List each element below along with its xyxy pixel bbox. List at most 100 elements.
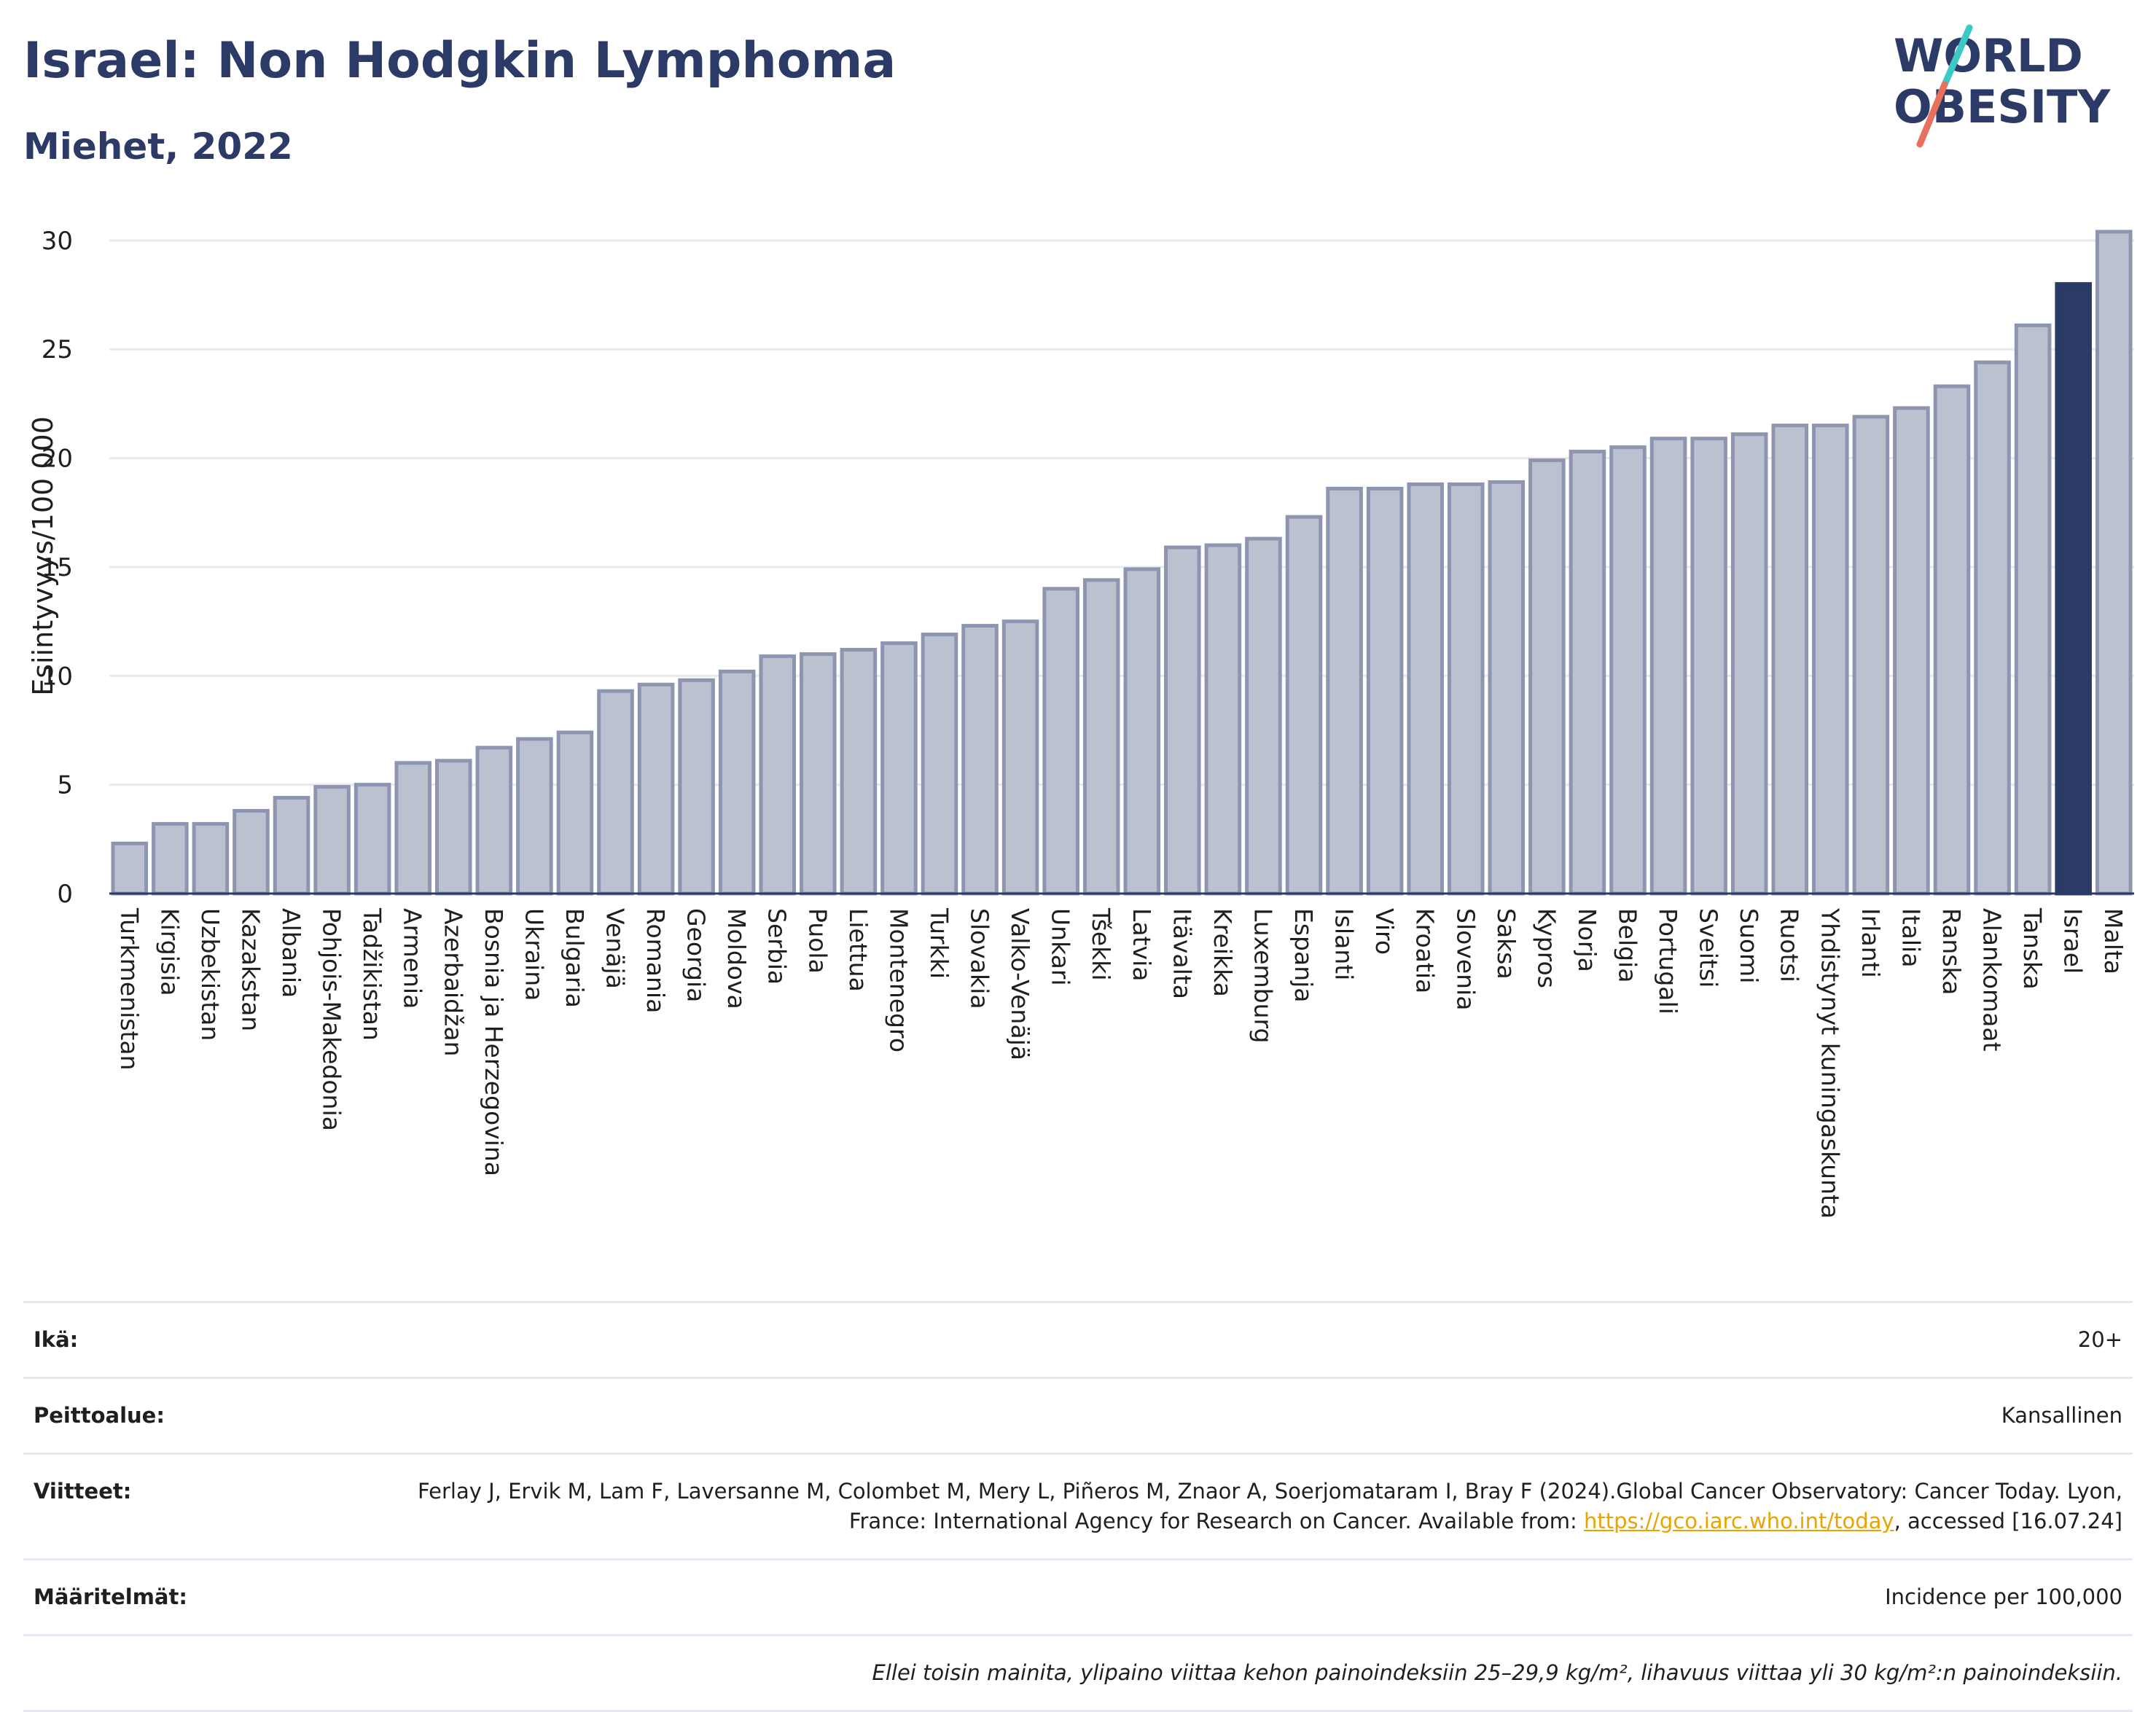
bar <box>1366 486 1404 896</box>
bar <box>434 759 472 896</box>
bar <box>2014 323 2052 896</box>
y-tick-label: 30 <box>42 227 73 256</box>
bar <box>111 841 149 896</box>
x-tick-label: Kreikka <box>1208 908 1237 997</box>
x-tick-label: Italia <box>1897 908 1925 967</box>
x-tick-label: Latvia <box>1128 908 1156 981</box>
x-tick-label: Ruotsi <box>1776 908 1804 982</box>
y-tick-label: 0 <box>57 880 73 909</box>
x-tick-label: Pohjois-Makedonia <box>318 908 346 1131</box>
x-tick-label: Alankomaat <box>1978 908 2007 1052</box>
bar <box>1812 423 1849 896</box>
bar <box>1447 482 1485 896</box>
meta-row-references: Viitteet: Ferlay J, Ervik M, Lam F, Lave… <box>23 1453 2133 1558</box>
x-tick-label: Moldova <box>722 908 751 1009</box>
bar <box>1852 415 1890 896</box>
x-tick-label: Slovenia <box>1451 908 1480 1010</box>
x-tick-label: Turkki <box>925 907 953 979</box>
bar <box>1042 587 1079 896</box>
chart-subtitle: Miehet, 2022 <box>23 125 293 168</box>
bar <box>800 652 837 896</box>
x-tick-label: Suomi <box>1735 908 1763 983</box>
x-tick-label: Albania <box>277 908 305 998</box>
bar <box>152 821 189 896</box>
bar <box>1893 406 1930 896</box>
x-tick-label: Uzbekistan <box>196 908 224 1041</box>
meta-row-note: Ellei toisin mainita, ylipaino viittaa k… <box>23 1634 2133 1712</box>
bar <box>2055 282 2092 896</box>
x-tick-label: Ranska <box>1937 908 1966 995</box>
y-tick-label: 15 <box>42 553 73 582</box>
x-tick-label: Bosnia ja Herzegovina <box>480 908 508 1176</box>
y-tick-label: 25 <box>42 335 73 364</box>
bar <box>1001 619 1039 896</box>
x-tick-label: Irlanti <box>1856 908 1885 978</box>
bar <box>2095 230 2133 896</box>
bar <box>1690 437 1727 896</box>
x-tick-label: Unkari <box>1047 908 1075 986</box>
coverage-label: Peittoalue: <box>34 1403 165 1428</box>
x-tick-label: Turkmenistan <box>115 907 144 1071</box>
x-tick-label: Liettua <box>844 908 872 992</box>
bar <box>1974 360 2011 896</box>
meta-row-coverage: Peittoalue: Kansallinen <box>23 1377 2133 1453</box>
bar <box>1771 423 1809 896</box>
x-tick-label: Tanska <box>2018 907 2047 990</box>
meta-row-definitions: Määritelmät: Incidence per 100,000 <box>23 1558 2133 1634</box>
bar <box>1569 450 1606 896</box>
x-tick-label: Viro <box>1370 908 1399 955</box>
bar <box>1488 480 1526 896</box>
x-tick-label: Serbia <box>763 908 792 985</box>
x-tick-label: Azerbaidžan <box>439 908 467 1057</box>
y-tick-label: 10 <box>42 662 73 691</box>
x-tick-label: Sveitsi <box>1695 908 1723 988</box>
bar <box>1528 458 1566 896</box>
x-tick-label: Georgia <box>682 908 711 1002</box>
bar <box>961 624 999 896</box>
bar <box>637 682 675 896</box>
bar <box>718 669 756 896</box>
bar <box>921 633 958 896</box>
bar <box>1326 486 1363 896</box>
bar <box>1082 578 1120 896</box>
x-tick-label: Romania <box>641 908 670 1013</box>
x-tick-label: Puola <box>803 908 832 974</box>
logo-line1: WORLD <box>1894 29 2083 82</box>
bar <box>313 785 351 896</box>
x-tick-label: Saksa <box>1492 908 1520 980</box>
x-tick-label: Ukraina <box>520 908 548 1001</box>
metadata-table: Ikä: 20+ Peittoalue: Kansallinen Viittee… <box>23 1301 2133 1712</box>
references-label: Viitteet: <box>34 1479 132 1504</box>
bar <box>840 647 878 896</box>
bar <box>1245 536 1282 896</box>
x-tick-label: Valko-Venäjä <box>1006 908 1034 1060</box>
bar <box>1123 567 1161 896</box>
references-link[interactable]: https://gco.iarc.who.int/today <box>1583 1509 1894 1533</box>
definitions-label: Määritelmät: <box>34 1584 187 1609</box>
x-tick-label: Islanti <box>1330 908 1359 980</box>
bar <box>354 783 391 896</box>
bar <box>516 737 553 896</box>
bar <box>1933 384 1971 896</box>
bar <box>880 641 918 896</box>
x-tick-label: Tšekki <box>1087 907 1115 981</box>
bar <box>759 654 797 896</box>
age-label: Ikä: <box>34 1327 79 1352</box>
references-text: Ferlay J, Ervik M, Lam F, Laversanne M, … <box>418 1479 2122 1533</box>
bar-chart: 0 5 10 15 20 25 30 Esiintyvyys/100 000 Turkmenis… <box>27 227 2134 1219</box>
x-tick-label: Slovakia <box>966 908 994 1009</box>
y-axis-label: Esiintyvyys/100 000 <box>27 416 59 696</box>
x-tick-label: Montenegro <box>884 908 913 1052</box>
bar <box>475 746 513 896</box>
meta-row-age: Ikä: 20+ <box>23 1301 2133 1377</box>
x-tick-label: Venäjä <box>601 908 630 989</box>
bar <box>1730 432 1768 896</box>
x-tick-label: Kirgisia <box>155 908 184 996</box>
bar <box>233 808 270 896</box>
age-value: 20+ <box>2077 1327 2122 1352</box>
x-tick-label: Itävalta <box>1168 908 1196 999</box>
definitions-value: Incidence per 100,000 <box>1885 1584 2122 1609</box>
bar <box>1609 445 1647 896</box>
y-tick-label: 5 <box>57 771 73 800</box>
world-obesity-logo: WORLD OBESITY <box>1894 24 2111 148</box>
